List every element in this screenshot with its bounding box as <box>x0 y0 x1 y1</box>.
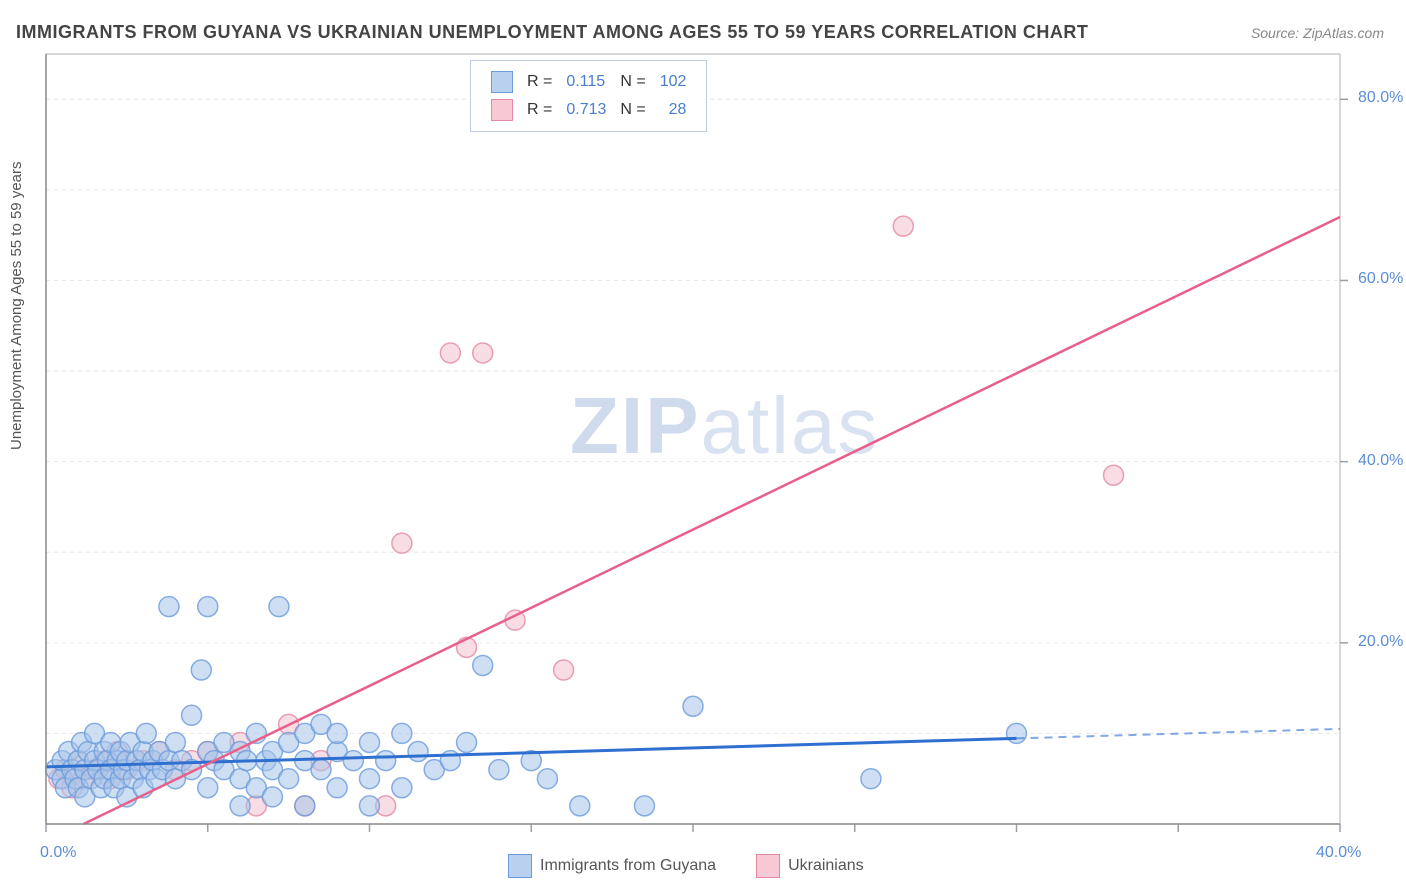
x-tick-label: 0.0% <box>40 844 76 862</box>
x-tick-label: 40.0% <box>1316 844 1361 862</box>
y-tick-label: 60.0% <box>1358 270 1403 288</box>
legend-stats-box: R =0.115N =102R =0.713N = 28 <box>470 60 707 132</box>
y-tick-label: 20.0% <box>1358 633 1403 651</box>
y-tick-label: 40.0% <box>1358 452 1403 470</box>
legend-series: Immigrants from GuyanaUkrainians <box>508 854 904 878</box>
y-tick-label: 80.0% <box>1358 89 1403 107</box>
correlation-chart <box>0 0 1406 892</box>
